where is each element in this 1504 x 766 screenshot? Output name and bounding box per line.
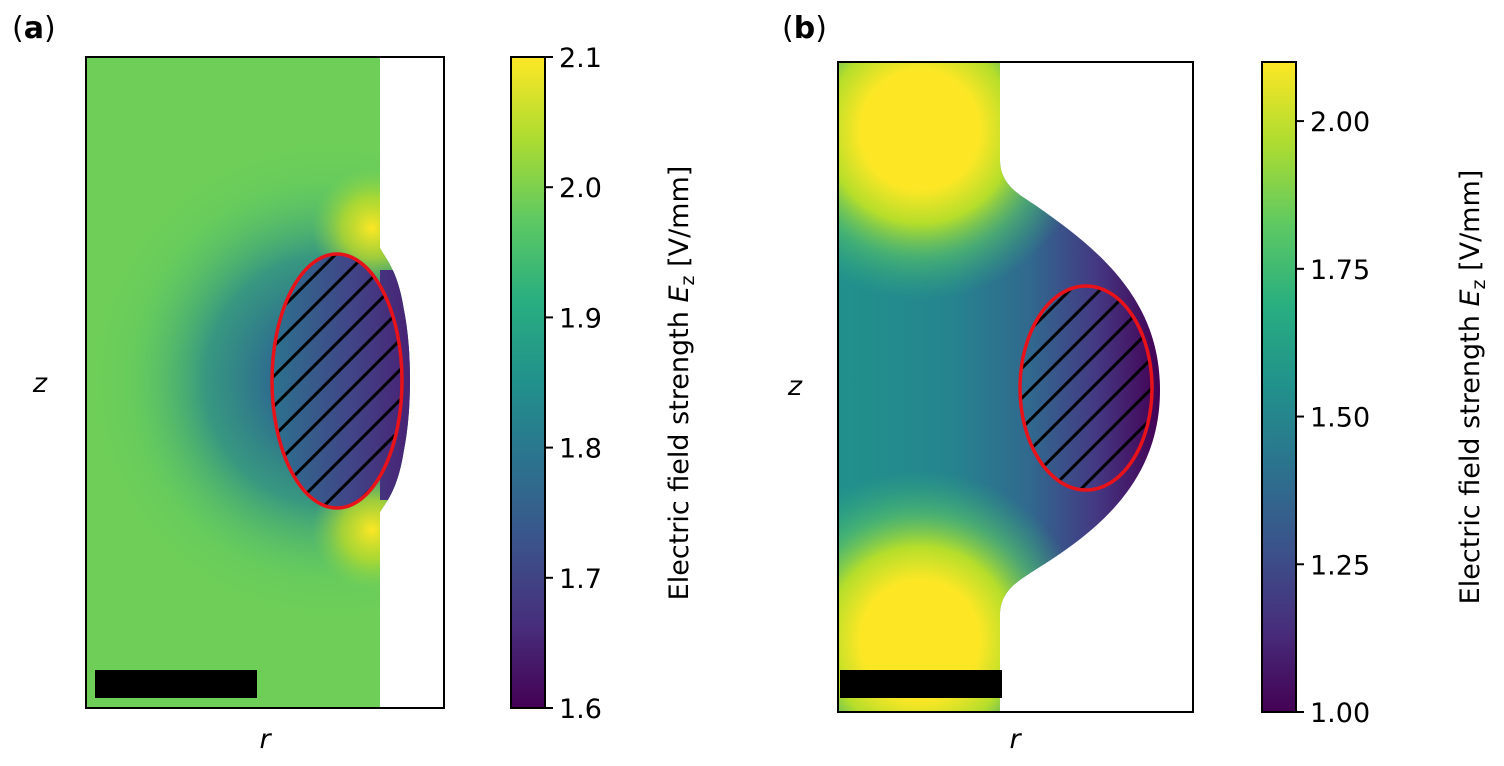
panel-a-scale-bar <box>95 670 257 698</box>
panel-b-ylabel: z <box>787 371 803 402</box>
panel-a-heatmap <box>85 56 445 709</box>
panel-b-colorbar-tick-label: 1.00 <box>1310 698 1370 729</box>
panel-b-colorbar-title-prefix: Electric field strength <box>1455 307 1486 605</box>
panel-a-inclusion-outline <box>270 252 404 510</box>
panel-b-colorbar-title: Electric field strength Ez [V/mm] <box>1455 170 1490 605</box>
panel-a-colorbar-title: Electric field strength Ez [V/mm] <box>664 166 699 601</box>
panel-b-colorbar-title-sub: z <box>1468 279 1490 289</box>
panel-a-colorbar-title-prefix: Electric field strength <box>664 303 695 601</box>
panel-b-colorbar-tick-label: 1.50 <box>1310 403 1370 434</box>
panel-a-colorbar-gradient <box>511 57 545 708</box>
panel-b-label: (b) <box>782 11 827 46</box>
panel-b-colorbar: 2.00 1.75 1.50 1.25 1.00 Electric field stre… <box>1261 61 1490 729</box>
panel-a-colorbar-tick-label: 1.6 <box>559 694 602 725</box>
panel-b-heatmap <box>837 61 1194 713</box>
panel-a: (a) <box>12 11 699 755</box>
panel-b-colorbar-tick-label: 1.25 <box>1310 550 1370 581</box>
panel-a-colorbar-tick-label: 2.0 <box>559 173 602 204</box>
panel-a-colorbar: 2.1 2.0 1.9 1.8 1.7 1.6 Electric field streng… <box>510 43 699 725</box>
panel-b-colorbar-gradient <box>1262 62 1296 712</box>
panel-a-colorbar-tick-label: 1.7 <box>559 564 602 595</box>
panel-b-letter: b <box>794 11 815 46</box>
panel-a-letter: a <box>24 11 44 46</box>
panel-a-colorbar-ticks: 2.1 2.0 1.9 1.8 1.7 1.6 <box>545 43 602 725</box>
panel-a-colorbar-title-var: E <box>664 285 695 302</box>
panel-b-colorbar-tick-label: 1.75 <box>1310 255 1370 286</box>
panel-b-colorbar-tick-label: 2.00 <box>1310 107 1370 138</box>
panel-b-colorbar-frame <box>1261 61 1297 713</box>
panel-b-xlabel: r <box>1009 724 1022 755</box>
panel-b-colorbar-ticks: 2.00 1.75 1.50 1.25 1.00 <box>1296 107 1370 729</box>
panel-a-colorbar-tick-label: 1.9 <box>559 303 602 334</box>
panel-b: (b) r z <box>782 11 1490 755</box>
panel-a-label: (a) <box>12 11 56 46</box>
panel-a-colorbar-title-unit: [V/mm] <box>664 166 695 276</box>
panel-b-colorbar-title-var: E <box>1455 289 1486 306</box>
panel-a-frame <box>85 56 445 709</box>
panel-a-colorbar-title-sub: z <box>677 275 699 285</box>
panel-b-inclusion-outline <box>1018 284 1154 492</box>
panel-b-scale-bar <box>840 670 1002 698</box>
panel-a-xlabel: r <box>259 724 272 755</box>
panel-a-colorbar-tick-label: 1.8 <box>559 434 602 465</box>
panel-b-frame <box>837 61 1194 713</box>
panel-a-colorbar-frame <box>510 56 546 709</box>
panel-a-ylabel: z <box>32 368 48 399</box>
panel-b-colorbar-title-unit: [V/mm] <box>1455 170 1486 280</box>
panel-a-colorbar-tick-label: 2.1 <box>559 43 602 74</box>
